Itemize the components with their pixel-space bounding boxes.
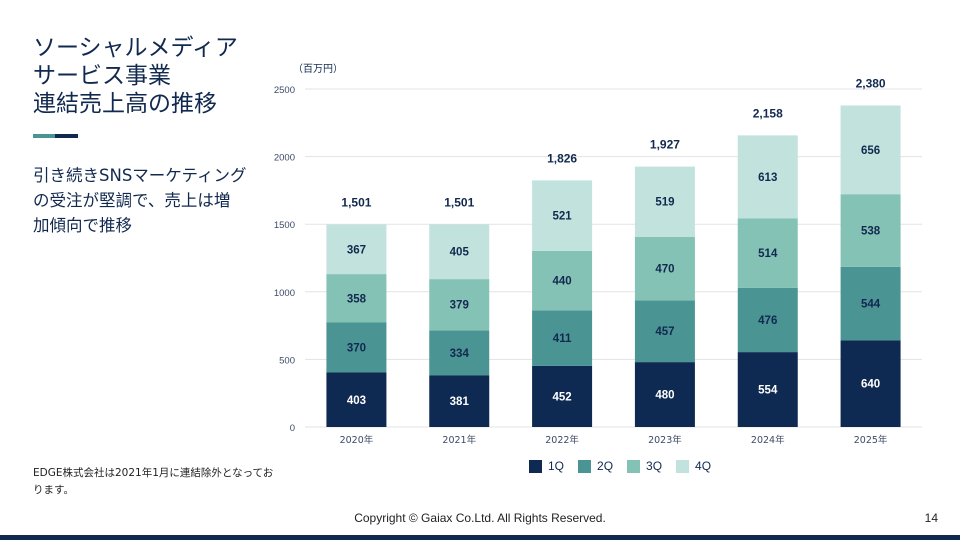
copyright: Copyright © Gaiax Co.Ltd. All Rights Res…: [354, 511, 606, 525]
bar-2Q-2025年: [840, 266, 901, 341]
x-tick-label: 2025年: [854, 434, 888, 446]
bottom-bar: [0, 535, 960, 540]
data-label: 476: [758, 315, 777, 327]
y-tick-label: 2000: [274, 153, 295, 164]
legend-swatch: [578, 459, 592, 473]
bar-2Q-2024年: [737, 287, 798, 353]
legend-item-2Q: 2Q: [578, 459, 613, 473]
y-tick-label: 0: [290, 423, 295, 434]
total-label: 2,380: [856, 76, 886, 90]
title-line: サービス事業: [33, 63, 171, 89]
bar-1Q-2021年: [429, 375, 490, 427]
bar-1Q-2023年: [634, 362, 695, 427]
bar-2Q-2023年: [634, 300, 695, 363]
legend: 1Q 2Q 3Q 4Q: [529, 459, 711, 473]
data-label: 514: [758, 248, 778, 260]
data-label: 405: [450, 247, 470, 259]
bar-4Q-2022年: [532, 180, 593, 251]
unit-label: （百万円）: [293, 64, 343, 75]
legend-item-4Q: 4Q: [676, 459, 711, 473]
subtitle: 引き続きSNSマーケティング の受注が堅調で、売上は増 加傾向で推移: [33, 163, 273, 238]
slide-title: ソーシャルメディア サービス事業 連結売上高の推移: [33, 34, 238, 118]
bar-3Q-2020年: [326, 274, 387, 323]
bar-1Q-2024年: [737, 352, 798, 427]
bar-2Q-2020年: [326, 322, 387, 373]
data-label: 480: [655, 390, 674, 402]
bar-1Q-2022年: [532, 365, 593, 427]
total-label: 1,501: [341, 195, 371, 209]
accent-bar-navy: [55, 134, 78, 138]
legend-item-1Q: 1Q: [529, 459, 564, 473]
legend-label: 3Q: [646, 459, 663, 473]
data-label: 370: [347, 343, 366, 355]
bar-4Q-2020年: [326, 224, 387, 275]
bar-4Q-2025年: [840, 105, 901, 195]
bar-4Q-2023年: [634, 166, 695, 237]
data-label: 379: [450, 300, 469, 312]
bar-3Q-2022年: [532, 250, 593, 311]
bar-3Q-2025年: [840, 194, 901, 267]
data-label: 403: [347, 395, 366, 407]
data-label: 519: [655, 197, 674, 209]
data-label: 554: [758, 385, 778, 397]
legend-item-3Q: 3Q: [627, 459, 662, 473]
data-label: 538: [861, 226, 881, 238]
legend-label: 2Q: [597, 459, 614, 473]
data-label: 381: [450, 396, 470, 408]
x-tick-label: 2020年: [340, 434, 374, 446]
legend-swatch: [676, 459, 690, 473]
data-label: 452: [552, 391, 571, 403]
title-line: ソーシャルメディア: [33, 35, 238, 61]
legend-label: 1Q: [548, 459, 565, 473]
title-line: 連結売上高の推移: [33, 91, 217, 117]
subtitle-line: 加傾向で推移: [33, 216, 132, 235]
total-label: 1,927: [650, 138, 680, 152]
x-tick-label: 2023年: [648, 434, 682, 446]
data-label: 457: [655, 326, 674, 338]
data-label: 440: [552, 276, 571, 288]
total-label: 1,826: [547, 151, 577, 165]
x-tick-label: 2021年: [442, 434, 476, 446]
bar-2Q-2021年: [429, 330, 490, 376]
y-tick-label: 1000: [274, 288, 295, 299]
bar-4Q-2024年: [737, 135, 798, 219]
data-label: 334: [450, 348, 470, 360]
legend-label: 4Q: [695, 459, 712, 473]
bar-3Q-2024年: [737, 218, 798, 288]
x-tick-label: 2024年: [751, 434, 785, 446]
total-label: 1,501: [444, 195, 474, 209]
bar-3Q-2021年: [429, 279, 490, 331]
bar-4Q-2021年: [429, 224, 490, 280]
data-label: 470: [655, 264, 674, 276]
data-label: 613: [758, 172, 777, 184]
data-label: 358: [347, 293, 367, 305]
legend-swatch: [529, 459, 542, 473]
subtitle-line: 引き続きSNSマーケティング: [33, 166, 247, 185]
x-tick-label: 2022年: [545, 434, 579, 446]
footnote: EDGE株式会社は2021年1月に連結除外となっております。: [33, 467, 274, 496]
subtitle-line: の受注が堅調で、売上は増: [33, 191, 231, 210]
data-label: 656: [861, 145, 880, 157]
page-number: 14: [924, 511, 938, 525]
y-tick-label: 1500: [274, 220, 295, 231]
data-label: 367: [347, 244, 366, 256]
accent-bar-teal: [33, 134, 55, 138]
bar-2Q-2022年: [532, 310, 593, 366]
data-label: 544: [861, 299, 881, 311]
data-label: 521: [552, 211, 572, 223]
legend-swatch: [627, 459, 641, 473]
bar-3Q-2023年: [634, 236, 695, 301]
bar-1Q-2020年: [326, 372, 387, 427]
data-label: 640: [861, 379, 880, 391]
data-label: 411: [553, 333, 572, 345]
y-tick-label: 2500: [274, 85, 295, 96]
bar-1Q-2025年: [840, 340, 901, 427]
total-label: 2,158: [753, 106, 783, 120]
y-tick-label: 500: [279, 355, 295, 366]
